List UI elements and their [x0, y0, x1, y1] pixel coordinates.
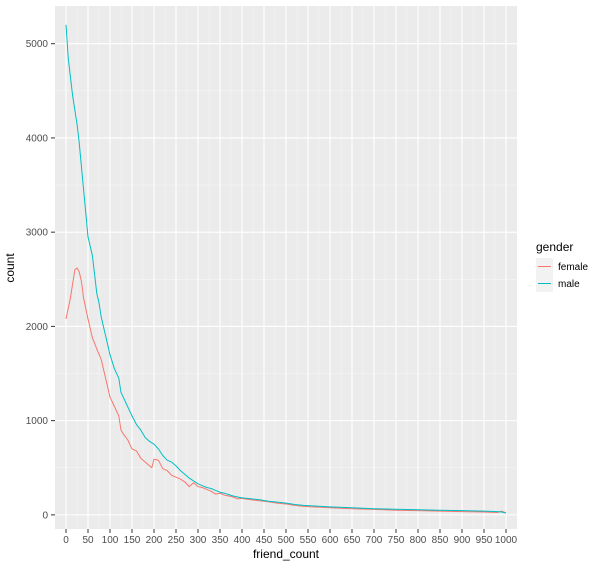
legend-label-female: female [558, 262, 588, 273]
x-tick-label: 1000 [495, 535, 518, 546]
x-tick-label: 750 [388, 535, 405, 546]
y-axis-title: count [3, 253, 17, 283]
x-tick-label: 400 [234, 535, 251, 546]
x-tick-label: 250 [168, 535, 185, 546]
x-tick-label: 350 [212, 535, 229, 546]
x-axis: 0 50 100 150 200 250 300 350 400 450 500 550 600 650 7… [63, 529, 518, 546]
x-tick-label: 50 [82, 535, 94, 546]
y-tick-label: 0 [42, 510, 48, 521]
x-tick-label: 850 [432, 535, 449, 546]
x-tick-label: 550 [300, 535, 317, 546]
x-tick-label: 600 [322, 535, 339, 546]
legend-items: female male [536, 258, 588, 292]
x-tick-label: 200 [146, 535, 163, 546]
y-tick-label: 2000 [26, 322, 49, 333]
legend-title: gender [536, 240, 573, 254]
x-tick-label: 150 [124, 535, 141, 546]
series-line-male [65, 24, 507, 514]
x-tick-label: 650 [344, 535, 361, 546]
x-tick-label: 900 [454, 535, 471, 546]
y-tick-label: 3000 [26, 228, 49, 239]
x-tick-label: 100 [102, 535, 119, 546]
major-grid [55, 6, 517, 529]
y-tick-label: 4000 [26, 133, 49, 144]
x-tick-label: 300 [190, 535, 207, 546]
x-tick-label: 500 [278, 535, 295, 546]
legend: gender female male [536, 240, 588, 292]
x-tick-label: 700 [366, 535, 383, 546]
y-tick-label: 1000 [26, 416, 49, 427]
x-tick-label: 0 [63, 535, 69, 546]
series-line-female [65, 267, 507, 514]
x-tick-label: 800 [410, 535, 427, 546]
x-tick-label: 450 [256, 535, 273, 546]
legend-label-male: male [558, 279, 580, 290]
y-tick-label: 5000 [26, 39, 49, 50]
x-axis-title: friend_count [253, 547, 320, 561]
x-tick-label: 950 [476, 535, 493, 546]
y-axis: 0 1000 2000 3000 4000 5000 [26, 39, 55, 521]
series-layer [65, 24, 507, 514]
